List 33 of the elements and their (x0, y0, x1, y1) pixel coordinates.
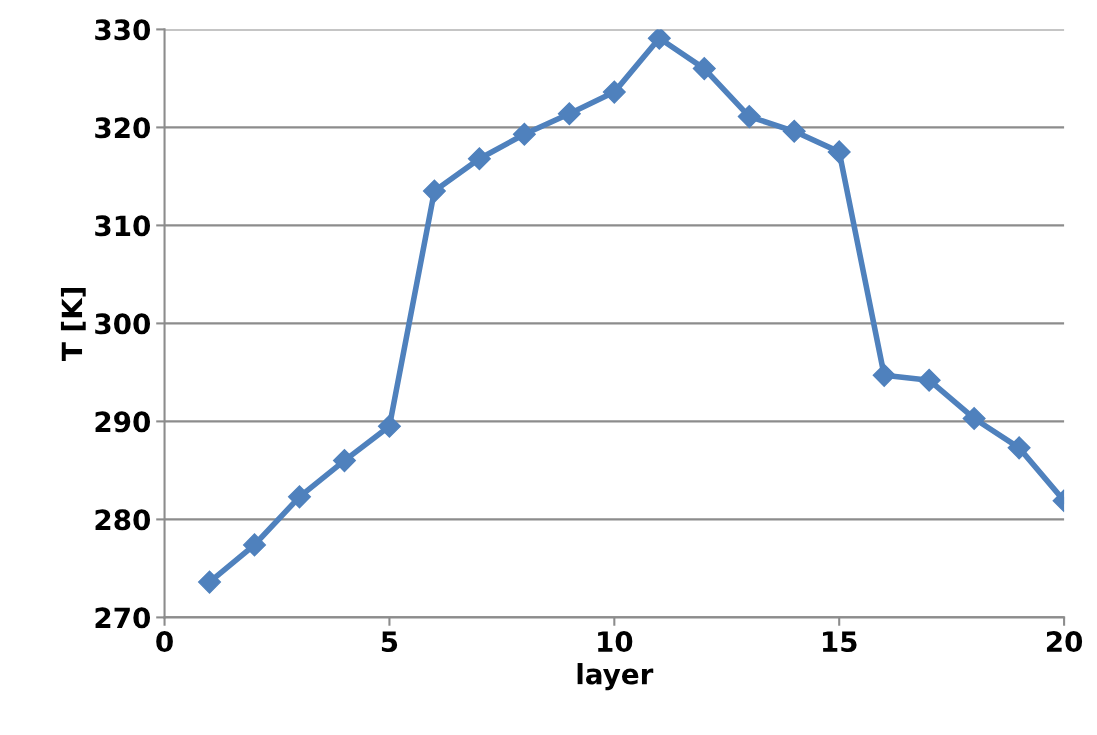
x-tick-label: 10 (598, 631, 633, 653)
point (692, 57, 716, 81)
y-tick-label: 300 (95, 313, 151, 335)
y-tick-label: 330 (95, 19, 151, 41)
y-axis-title: T [K] (60, 288, 86, 362)
point (287, 485, 311, 509)
x-tick-label: 0 (156, 631, 173, 653)
x-tick-label: 5 (381, 631, 398, 653)
point (377, 414, 401, 438)
point (1007, 436, 1031, 460)
point (512, 122, 536, 146)
point (332, 449, 356, 473)
x-tick-label: 20 (1046, 631, 1083, 653)
y-tick-label: 290 (95, 411, 151, 433)
point (602, 80, 626, 104)
point (962, 406, 986, 430)
x-axis-title: layer (577, 663, 654, 691)
point (827, 140, 851, 164)
point (737, 105, 761, 129)
point (782, 119, 806, 143)
point (198, 570, 222, 594)
point (917, 368, 941, 392)
point (422, 179, 446, 203)
point (872, 363, 896, 387)
y-tick-label: 310 (95, 215, 151, 237)
y-tick-label: 280 (95, 509, 151, 531)
point (243, 533, 267, 557)
y-tick-label: 320 (95, 117, 151, 139)
y-tick-label: 270 (95, 607, 151, 629)
point (557, 102, 581, 126)
x-tick-label: 15 (823, 631, 857, 653)
point (467, 147, 491, 171)
point (647, 29, 671, 50)
